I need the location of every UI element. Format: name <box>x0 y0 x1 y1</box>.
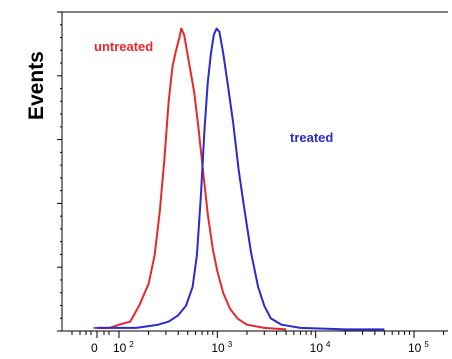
x-tick-label: 0 <box>91 341 98 355</box>
series-line-treated <box>97 27 385 331</box>
series-line-untreated <box>93 27 287 331</box>
y-axis-ticks <box>57 11 62 332</box>
plot-frame <box>61 11 448 332</box>
y-axis-label: Events <box>25 51 48 120</box>
x-tick-label: 10 5 <box>408 340 429 355</box>
x-tick-label: 10 4 <box>310 340 331 355</box>
series-label-untreated: untreated <box>94 39 153 54</box>
series-label-treated: treated <box>290 130 333 145</box>
x-tick-label: 10 2 <box>113 340 134 355</box>
series-lines <box>93 27 385 331</box>
x-tick-label: 10 3 <box>211 340 232 355</box>
x-tick-labels: 0 10 2 10 3 10 4 10 5 <box>91 340 429 355</box>
x-axis-ticks <box>71 331 445 338</box>
